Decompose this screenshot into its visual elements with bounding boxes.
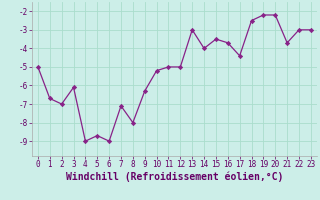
X-axis label: Windchill (Refroidissement éolien,°C): Windchill (Refroidissement éolien,°C) bbox=[66, 172, 283, 182]
